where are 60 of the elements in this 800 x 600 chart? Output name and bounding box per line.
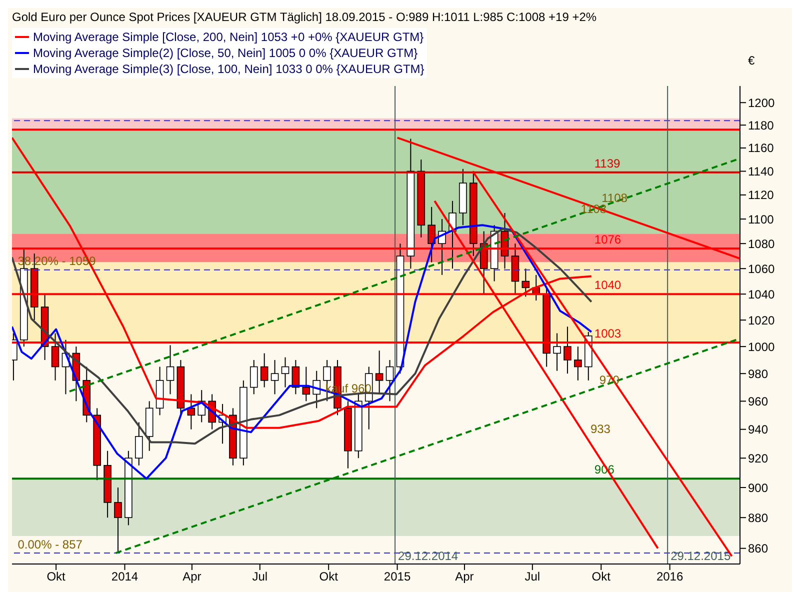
x-tick-label: Okt xyxy=(319,570,339,584)
y-tick-label: 880 xyxy=(748,510,768,525)
x-tick-label: 2015 xyxy=(384,570,411,584)
candlestick xyxy=(522,268,530,298)
y-tick-label: 980 xyxy=(748,366,768,381)
y-tick-label: 920 xyxy=(748,451,768,466)
y-tick-label: 1120 xyxy=(748,188,774,202)
x-tick-label: Okt xyxy=(592,570,612,584)
y-tick-label: 1040 xyxy=(748,287,776,302)
y-tick-label: 1140 xyxy=(748,164,774,179)
annotation: 1108 xyxy=(602,191,628,206)
ref-line-label: 1003 xyxy=(594,326,622,341)
y-tick-label: 1160 xyxy=(748,141,774,156)
y-tick-label: 960 xyxy=(748,394,768,408)
ref-line-label: 1040 xyxy=(594,278,622,292)
ref-line-label: 1076 xyxy=(594,232,622,247)
candlestick xyxy=(51,332,60,381)
y-axis-title: € xyxy=(748,54,755,68)
y-tick-label: 860 xyxy=(748,542,768,556)
candlestick xyxy=(564,326,572,374)
y-tick-label: 1080 xyxy=(748,236,776,251)
y-tick-label: 900 xyxy=(748,480,768,495)
y-tick-label: 1200 xyxy=(748,96,776,110)
x-tick-label: 2014 xyxy=(111,570,138,584)
x-tick-label: Okt xyxy=(46,570,66,584)
candlestick xyxy=(281,356,290,388)
candlestick xyxy=(166,344,174,395)
ref-line-label: 1139 xyxy=(594,156,621,170)
legend-label: Moving Average Simple(3) [Close, 100, Nein] 1033 0 0% {XAUEUR GTM} xyxy=(33,62,424,76)
x-tick-label: 2016 xyxy=(656,570,684,584)
legend-label: Moving Average Simple [Close, 200, Nein] 1053 +0 +0% {XAUEUR GTM} xyxy=(33,30,424,44)
y-tick-label: 1060 xyxy=(748,262,776,276)
candlestick xyxy=(375,350,384,395)
candlestick xyxy=(134,422,143,466)
x-tick-label: Jul xyxy=(524,570,540,584)
candlestick xyxy=(428,206,436,263)
candlestick xyxy=(302,366,310,402)
x-tick-label: Jul xyxy=(252,570,268,584)
annotation: 0.00% - 857 xyxy=(18,537,83,552)
chart-title: Gold Euro per Ounce Spot Prices [XAUEUR GTM Täglich] 18.09.2015 - O:989 H:1011 L:985 C:1008 +19 +2% xyxy=(12,10,597,24)
y-tick-label: 940 xyxy=(748,422,768,437)
ref-line-label: 29.12.2015 xyxy=(670,549,731,563)
line-series xyxy=(12,224,592,480)
annotation: 933 xyxy=(590,422,611,436)
candlestick xyxy=(260,352,268,388)
candlestick xyxy=(553,332,561,372)
line-series xyxy=(12,228,592,445)
candlestick xyxy=(270,360,279,395)
candlestick xyxy=(386,360,394,402)
candlestick xyxy=(574,346,582,381)
y-tick-label: 1020 xyxy=(748,313,776,328)
legend-label: Moving Average Simple(2) [Close, 50, Nein] 1005 0 0% {XAUEUR GTM} xyxy=(33,46,418,60)
x-tick-label: Apr xyxy=(455,570,474,584)
y-tick-label: 1100 xyxy=(748,212,774,226)
y-tick-label: 1180 xyxy=(748,118,774,132)
candlestick xyxy=(114,487,122,554)
candlestick xyxy=(250,360,258,395)
ref-line-label: 29.12.2014 xyxy=(398,549,458,563)
y-tick-label: 1000 xyxy=(748,340,776,354)
x-tick-label: Apr xyxy=(182,570,202,584)
